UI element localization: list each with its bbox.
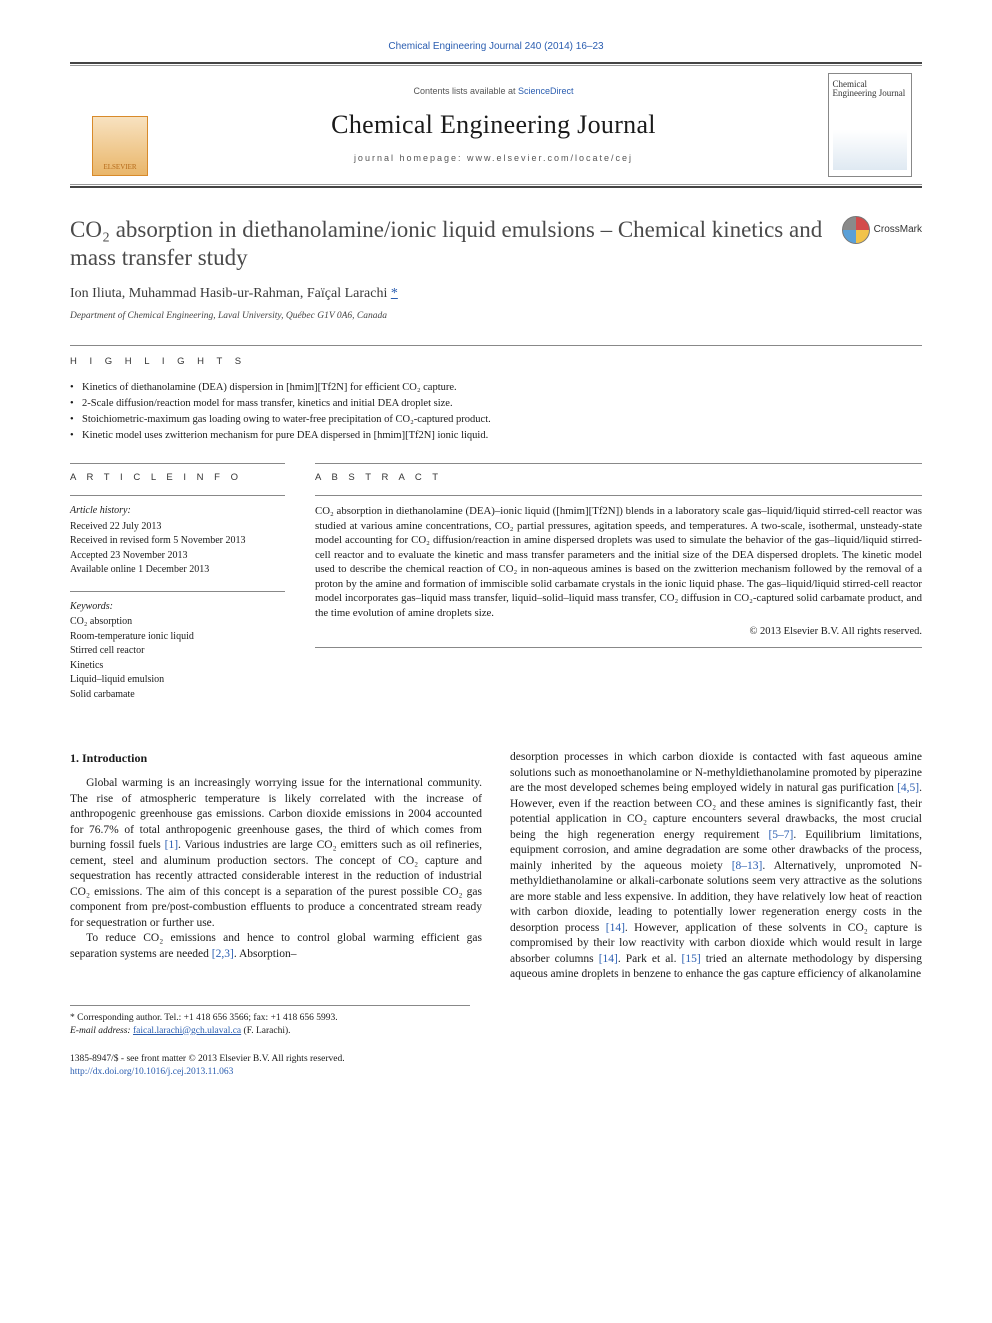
- highlights-list: Kinetics of diethanolamine (DEA) dispers…: [70, 381, 922, 444]
- title-row: CO₂ absorption in diethanolamine/ionic l…: [70, 216, 922, 274]
- rule: [70, 345, 922, 346]
- body-paragraph: To reduce CO₂ emissions and hence to con…: [70, 931, 482, 962]
- history-label: Article history:: [70, 504, 285, 518]
- email-label: E-mail address:: [70, 1026, 133, 1036]
- homepage-url[interactable]: www.elsevier.com/locate/cej: [467, 153, 633, 163]
- masthead: ELSEVIER Contents lists available at Sci…: [70, 65, 922, 185]
- abstract-copyright: © 2013 Elsevier B.V. All rights reserved…: [315, 625, 922, 639]
- crossmark-icon: [842, 216, 870, 244]
- journal-reference: Chemical Engineering Journal 240 (2014) …: [70, 40, 922, 54]
- history-received: Received 22 July 2013: [70, 520, 285, 534]
- article-info-column: A R T I C L E I N F O Article history: R…: [70, 463, 285, 702]
- rule: [70, 463, 285, 464]
- issn-line: 1385-8947/$ - see front matter © 2013 El…: [70, 1053, 922, 1066]
- rule: [315, 463, 922, 464]
- masthead-center: Contents lists available at ScienceDirec…: [170, 66, 817, 184]
- sciencedirect-link[interactable]: ScienceDirect: [518, 86, 574, 96]
- article-info-label: A R T I C L E I N F O: [70, 472, 285, 485]
- rule: [315, 495, 922, 496]
- abstract-column: A B S T R A C T CO₂ absorption in dietha…: [315, 463, 922, 702]
- cover-title: Chemical Engineering Journal: [833, 80, 907, 100]
- keywords-label: Keywords:: [70, 600, 285, 614]
- author-list: Ion Iliuta, Muhammad Hasib-ur-Rahman, Fa…: [70, 286, 391, 301]
- rule: [70, 495, 285, 496]
- corresponding-footnote: * Corresponding author. Tel.: +1 418 656…: [70, 1012, 470, 1025]
- doi-line: http://dx.doi.org/10.1016/j.cej.2013.11.…: [70, 1066, 922, 1079]
- doi-host[interactable]: http://dx.doi.org/: [70, 1067, 134, 1077]
- journal-cover-thumb[interactable]: Chemical Engineering Journal: [828, 73, 912, 177]
- abstract-text: CO₂ absorption in diethanolamine (DEA)–i…: [315, 504, 922, 621]
- masthead-container: ELSEVIER Contents lists available at Sci…: [70, 62, 922, 188]
- body-paragraph: desorption processes in which carbon dio…: [510, 750, 922, 983]
- keyword: Room-temperature ionic liquid: [70, 630, 285, 644]
- crossmark-widget[interactable]: CrossMark: [842, 216, 922, 244]
- keyword: CO₂ absorption: [70, 615, 285, 629]
- keyword: Kinetics: [70, 659, 285, 673]
- email-link[interactable]: faical.larachi@gch.ulaval.ca: [133, 1026, 241, 1036]
- history-revised: Received in revised form 5 November 2013: [70, 534, 285, 548]
- elsevier-logo[interactable]: ELSEVIER: [92, 116, 148, 176]
- contents-prefix: Contents lists available at: [413, 86, 518, 96]
- history-accepted: Accepted 23 November 2013: [70, 549, 285, 563]
- info-abstract-row: A R T I C L E I N F O Article history: R…: [70, 463, 922, 702]
- highlight-item: Kinetic model uses zwitterion mechanism …: [70, 429, 922, 443]
- rule: [315, 647, 922, 648]
- keyword: Stirred cell reactor: [70, 644, 285, 658]
- highlights-label: H I G H L I G H T S: [70, 356, 922, 369]
- keyword: Liquid–liquid emulsion: [70, 673, 285, 687]
- publisher-cell: ELSEVIER: [70, 66, 170, 184]
- abstract-label: A B S T R A C T: [315, 472, 922, 485]
- email-footnote: E-mail address: faical.larachi@gch.ulava…: [70, 1025, 470, 1038]
- body-columns: 1. Introduction Global warming is an inc…: [70, 750, 922, 983]
- body-paragraph: Global warming is an increasingly worryi…: [70, 776, 482, 931]
- footnotes: * Corresponding author. Tel.: +1 418 656…: [70, 1005, 470, 1038]
- affiliation: Department of Chemical Engineering, Lava…: [70, 310, 922, 323]
- corresponding-mark[interactable]: *: [391, 286, 398, 301]
- crossmark-label: CrossMark: [874, 223, 922, 237]
- keyword: Solid carbamate: [70, 688, 285, 702]
- homepage-line: journal homepage: www.elsevier.com/locat…: [170, 152, 817, 164]
- highlight-item: Kinetics of diethanolamine (DEA) dispers…: [70, 381, 922, 395]
- section-heading: 1. Introduction: [70, 750, 482, 766]
- bottom-meta: 1385-8947/$ - see front matter © 2013 El…: [70, 1053, 922, 1079]
- doi-link[interactable]: 10.1016/j.cej.2013.11.063: [134, 1067, 233, 1077]
- journal-name: Chemical Engineering Journal: [170, 107, 817, 142]
- rule: [70, 591, 285, 592]
- contents-line: Contents lists available at ScienceDirec…: [170, 85, 817, 97]
- cover-art: [833, 103, 907, 169]
- highlight-item: Stoichiometric-maximum gas loading owing…: [70, 413, 922, 427]
- highlight-item: 2-Scale diffusion/reaction model for mas…: [70, 397, 922, 411]
- cover-cell: Chemical Engineering Journal: [817, 66, 922, 184]
- authors: Ion Iliuta, Muhammad Hasib-ur-Rahman, Fa…: [70, 285, 922, 304]
- email-suffix: (F. Larachi).: [241, 1026, 290, 1036]
- homepage-prefix: journal homepage:: [354, 153, 467, 163]
- history-online: Available online 1 December 2013: [70, 563, 285, 577]
- paper-title: CO₂ absorption in diethanolamine/ionic l…: [70, 216, 842, 274]
